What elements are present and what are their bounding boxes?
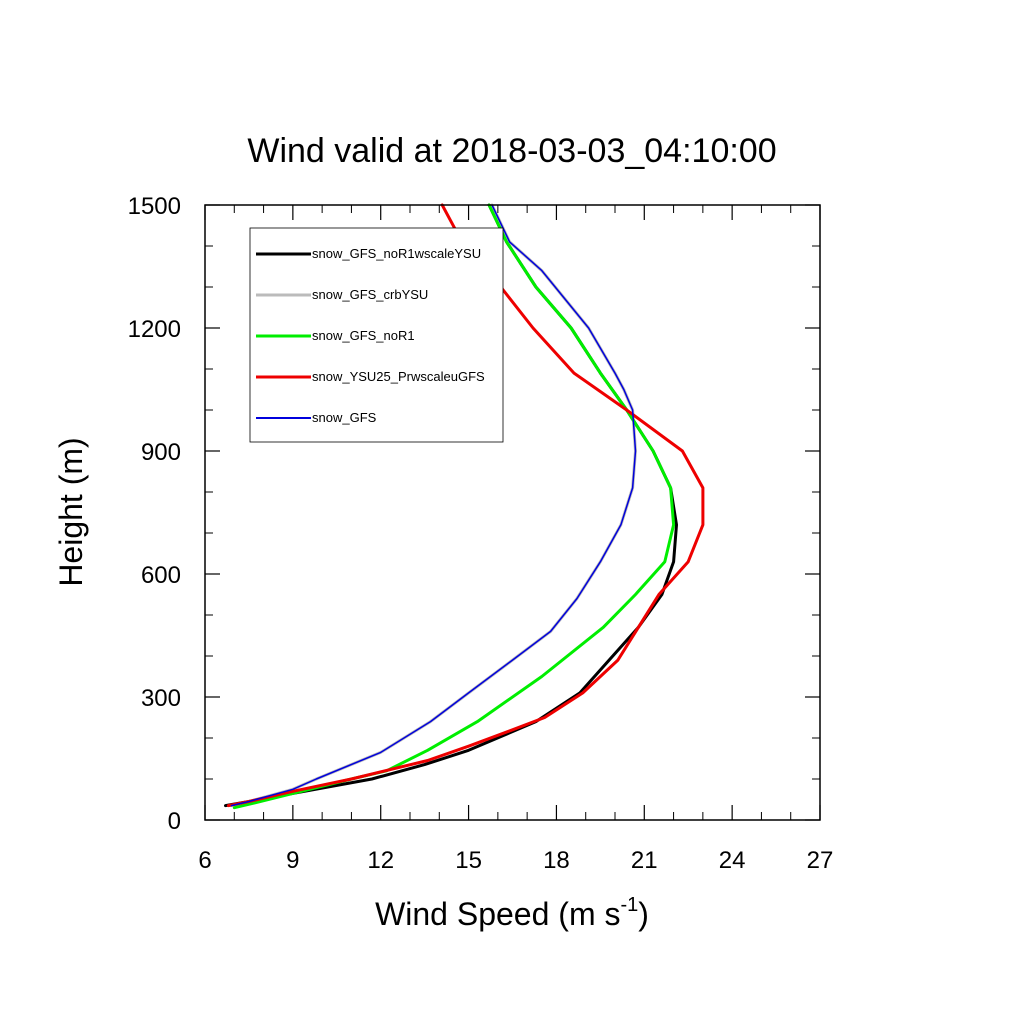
- ticks-layer: 6 9 12 15 18 21 24 27 0 300 600 900 1200 1500: [128, 193, 834, 874]
- plot-frame: [204, 204, 821, 821]
- x-tick-label: 9: [286, 847, 299, 874]
- x-tick-label: 18: [543, 847, 570, 874]
- legend: snow_GFS_noR1wscaleYSU snow_GFS_crbYSUsno…: [249, 227, 504, 443]
- x-axis-label-sup: -1: [620, 894, 638, 916]
- x-axis-label-end: ): [638, 896, 649, 932]
- series-layer: [224, 203, 705, 810]
- chart-title: Wind valid at 2018-03-03_04:10:00: [247, 132, 776, 170]
- legend-label-2: snow_GFS_crbYSU: [312, 287, 428, 302]
- y-axis-label: Height (m): [53, 437, 89, 586]
- y-tick-label: 300: [141, 685, 181, 712]
- y-tick-label: 1500: [128, 193, 181, 220]
- series-line-5: [230, 204, 637, 807]
- legend-label-4: snow_YSU25_PrwscaleuGFS: [312, 369, 485, 384]
- y-tick-label: 1200: [128, 316, 181, 343]
- x-tick-label: 27: [807, 847, 834, 874]
- legend-label-1: snow_GFS_noR1wscaleYSU: [312, 246, 481, 261]
- y-tick-label: 600: [141, 562, 181, 589]
- x-tick-label: 12: [367, 847, 394, 874]
- x-axis-label: Wind Speed (m s-1): [375, 894, 649, 932]
- x-tick-label: 24: [719, 847, 746, 874]
- x-tick-label: 21: [631, 847, 658, 874]
- series-line-4: [226, 203, 705, 808]
- legend-label-5: snow_GFS: [312, 410, 377, 425]
- y-tick-label: 900: [141, 439, 181, 466]
- y-tick-label: 0: [168, 808, 181, 835]
- legend-label-3: snow_GFS_noR1: [312, 328, 415, 343]
- x-tick-label: 6: [198, 847, 211, 874]
- x-tick-label: 15: [455, 847, 482, 874]
